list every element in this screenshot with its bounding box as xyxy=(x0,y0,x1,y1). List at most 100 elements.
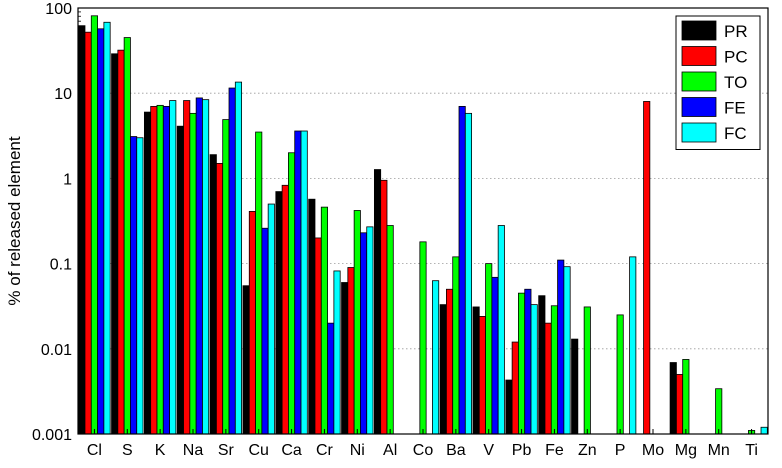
bar-fc-ti xyxy=(760,426,768,435)
bar-pr-pb xyxy=(505,379,513,435)
y-tick-label: 0.001 xyxy=(32,427,72,444)
bar-fc-pb xyxy=(530,304,538,435)
bar-fe-v xyxy=(491,276,499,435)
bar-to-mn xyxy=(715,388,723,435)
bar-pr-zn xyxy=(571,338,579,435)
bar-fc-ca xyxy=(300,130,308,435)
x-tick-label-fe: Fe xyxy=(545,442,564,459)
bar-to-ca xyxy=(288,152,296,435)
bar-fc-cr xyxy=(333,270,341,435)
x-tick-label-mo: Mo xyxy=(642,442,664,459)
bar-to-k xyxy=(156,104,164,435)
bar-pc-ca xyxy=(281,184,289,435)
bar-to-co xyxy=(419,241,427,435)
bar-pc-mo xyxy=(643,101,651,435)
bar-pr-s xyxy=(111,53,119,435)
bar-pr-fe xyxy=(538,295,546,435)
bar-fc-p xyxy=(629,256,637,435)
bar-fe-fe xyxy=(557,259,565,435)
bar-pc-v xyxy=(478,316,486,435)
x-tick-label-na: Na xyxy=(183,442,204,459)
legend-swatch-fc xyxy=(681,122,717,143)
bar-pc-fe xyxy=(544,322,552,435)
bar-fe-ca xyxy=(294,130,302,435)
bar-pr-ca xyxy=(275,191,283,435)
bar-pc-pb xyxy=(511,341,519,435)
bar-fe-ni xyxy=(360,232,368,435)
y-axis: 0.001 0.01 0.1 1 10 100 xyxy=(32,1,84,444)
y-tick-label: 1 xyxy=(63,171,72,188)
x-tick-label-pb: Pb xyxy=(512,442,532,459)
bar-pc-al xyxy=(380,179,388,435)
bar-pc-cu xyxy=(248,210,256,435)
bar-pc-ba xyxy=(446,288,454,435)
x-tick-label-mg: Mg xyxy=(675,442,697,459)
bar-pc-ni xyxy=(347,267,355,435)
x-tick-label-zn: Zn xyxy=(578,442,597,459)
bar-pr-k xyxy=(143,111,152,435)
bar-fc-fe xyxy=(563,266,571,435)
bar-to-cl xyxy=(90,15,98,435)
bar-fc-k xyxy=(169,100,177,435)
x-tick-label-cu: Cu xyxy=(248,442,268,459)
bar-pr-cl xyxy=(78,25,86,435)
x-axis: Cl S K Na Sr Cu Ca Cr Ni Al Co Ba V Pb Fe Zn P Mo Mg Mn Ti xyxy=(87,429,758,459)
y-tick-label: 100 xyxy=(45,1,72,18)
x-tick-label-s: S xyxy=(122,442,133,459)
legend-swatch-fe xyxy=(681,97,717,117)
legend: PR PC TO FE FC xyxy=(675,15,761,150)
bar-pc-na xyxy=(183,100,191,435)
legend-label-fe: FE xyxy=(724,99,746,118)
x-tick-label-cr: Cr xyxy=(316,442,334,459)
bar-to-fe xyxy=(550,305,558,435)
bar-pr-cr xyxy=(308,198,316,435)
x-tick-label-sr: Sr xyxy=(218,442,235,459)
x-tick-label-al: Al xyxy=(383,442,397,459)
bar-to-zn xyxy=(583,306,591,435)
x-tick-label-v: V xyxy=(483,442,494,459)
bar-fe-cr xyxy=(327,322,335,435)
x-tick-label-co: Co xyxy=(413,442,434,459)
bar-to-cr xyxy=(320,206,328,435)
bar-fc-s xyxy=(136,137,144,435)
bar-fe-pb xyxy=(524,288,532,435)
legend-swatch-pc xyxy=(681,46,717,66)
y-tick-label: 0.1 xyxy=(50,257,72,274)
bar-to-v xyxy=(485,263,493,435)
bar-to-ba xyxy=(452,256,460,435)
bar-fc-na xyxy=(202,99,210,435)
bar-pr-v xyxy=(472,306,480,435)
bar-fe-cl xyxy=(97,28,105,435)
bar-pr-mg xyxy=(669,362,677,435)
bar-fc-v xyxy=(497,225,505,435)
x-tick-label-mn: Mn xyxy=(708,442,730,459)
x-tick-label-ca: Ca xyxy=(281,442,302,459)
bar-to-mg xyxy=(682,359,690,435)
bar-to-s xyxy=(123,37,131,435)
bar-pc-cr xyxy=(314,237,322,435)
bar-pr-ni xyxy=(341,282,349,435)
bar-fc-cl xyxy=(103,21,111,435)
bars xyxy=(78,15,768,435)
y-tick-label: 0.01 xyxy=(41,342,72,359)
bar-fe-cu xyxy=(261,227,269,435)
bar-to-pb xyxy=(518,292,526,435)
bar-fe-k xyxy=(162,105,170,435)
bar-fc-co xyxy=(432,280,440,435)
bar-pc-sr xyxy=(216,162,224,435)
legend-label-to: TO xyxy=(724,73,747,92)
bar-fc-cu xyxy=(267,203,275,435)
x-tick-label-ti: Ti xyxy=(745,442,758,459)
bar-pr-ba xyxy=(439,304,447,435)
bar-fc-ba xyxy=(464,112,473,435)
legend-label-fc: FC xyxy=(724,124,747,143)
bar-to-na xyxy=(189,112,197,435)
bar-pc-mg xyxy=(676,374,684,435)
bar-fe-sr xyxy=(228,87,236,435)
x-tick-label-cl: Cl xyxy=(87,442,102,459)
y-tick-label: 10 xyxy=(54,86,72,103)
bar-pr-na xyxy=(176,125,184,435)
bar-fe-ba xyxy=(458,105,466,435)
legend-label-pr: PR xyxy=(724,22,748,41)
